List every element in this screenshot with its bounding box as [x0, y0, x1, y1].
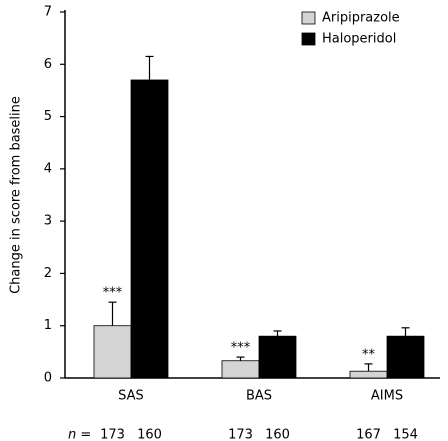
- legend-swatch: [301, 11, 316, 25]
- significance: ***: [103, 286, 123, 301]
- x-tick-label: AIMS: [371, 389, 403, 404]
- bar: [349, 370, 388, 379]
- y-tick-label: 1: [44, 318, 52, 333]
- bar: [221, 360, 260, 379]
- bar: [258, 335, 297, 379]
- n-label: n =: [68, 428, 91, 441]
- legend-label: Aripiprazole: [322, 11, 400, 26]
- y-tick-label: 3: [44, 214, 52, 229]
- x-tick-label: SAS: [118, 389, 144, 404]
- legend-label: Haloperidol: [322, 32, 396, 47]
- x-tick-label: BAS: [246, 389, 272, 404]
- y-tick-label: 2: [44, 266, 52, 281]
- n-value: 173: [228, 428, 253, 441]
- y-tick-label: 0: [44, 371, 52, 386]
- bar: [130, 79, 169, 379]
- legend-swatch: [301, 32, 316, 46]
- n-value: 154: [393, 428, 418, 441]
- y-tick-label: 4: [44, 161, 52, 176]
- n-value: 167: [356, 428, 381, 441]
- bar: [386, 335, 425, 379]
- n-value: 160: [137, 428, 162, 441]
- y-tick-label: 7: [44, 5, 52, 20]
- significance: **: [362, 347, 376, 362]
- y-tick-label: 5: [44, 109, 52, 124]
- bar: [93, 325, 132, 379]
- n-value: 173: [100, 428, 125, 441]
- y-axis-label: Change in score from baseline: [9, 96, 24, 294]
- y-tick-label: 6: [44, 57, 52, 72]
- n-value: 160: [265, 428, 290, 441]
- significance: ***: [231, 341, 251, 356]
